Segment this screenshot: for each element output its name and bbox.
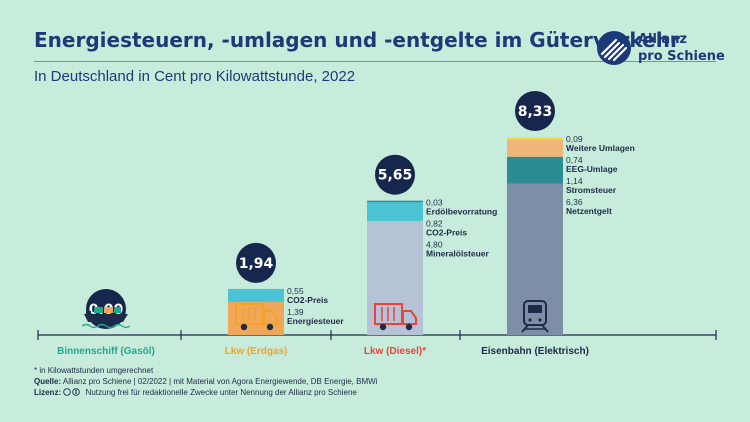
segment-value-label: 0,74 [566,155,583,165]
truck-icon [235,303,278,331]
logo-text-line-1: Allianz [638,32,688,47]
bar-segment-stromsteuer [507,156,563,184]
train-icon [521,300,549,333]
source-text: Allianz pro Schiene | 02/2022 | mit Mate… [62,377,378,386]
footnote-source: Quelle: Allianz pro Schiene | 02/2022 | … [34,377,377,386]
segment-value-label: 0,82 [426,219,443,229]
title-divider [34,61,716,62]
category-label: Binnenschiff (Gasöl) [57,346,155,357]
logo-emblem-icon [597,31,631,65]
segment-name-label: Netzentgelt [566,206,612,216]
segment-name-label: Erdölbevorratung [426,207,497,217]
segment-value-label: 1,14 [566,176,583,186]
total-circle [375,154,415,195]
truck-icon [374,303,417,331]
segment-name-label: Mineralölsteuer [426,249,490,259]
segment-name-label: CO2-Preis [287,295,328,305]
total-value-label: 5,65 [378,168,413,184]
total-value-label: 8,33 [518,104,553,120]
footnote-license: Lizenz: Nutzung frei für redaktionelle Z… [34,388,357,397]
bar-segment-co2-preis [367,201,423,221]
category-label: Lkw (Erdgas) [225,346,288,357]
allianz-pro-schiene-logo: Allianz pro Schiene [596,30,726,74]
source-label: Quelle: [34,377,62,386]
segment-value-label: 0,03 [426,198,443,208]
bar-segment-eeg-umlage [507,139,563,157]
creative-commons-icon [63,388,81,396]
footnote-unit: * in Kilowattstunden umgerechnet [34,366,154,375]
segment-value-label: 0,55 [287,286,304,296]
category-label: Eisenbahn (Elektrisch) [481,346,589,357]
chart-title: Energiesteuern, -umlagen und -entgelte i… [34,28,680,52]
bar-segment-erdolbevorratung [367,200,423,203]
bar-segment-weitere-umlagen [507,137,563,140]
segment-value-label: 6,36 [566,197,583,207]
chart-subtitle: In Deutschland in Cent pro Kilowattstund… [34,68,356,85]
segment-name-label: Energiesteuer [287,316,344,326]
bar-segment-co2-preis [228,288,284,302]
bar-segment-energiesteuer [228,301,284,335]
segment-value-label: 4,80 [426,240,443,250]
license-label: Lizenz: [34,388,62,397]
segment-value-label: 0,09 [566,134,583,144]
total-circle [515,91,555,131]
total-value-label: 1,94 [239,256,274,272]
segment-value-label: 1,39 [287,307,304,317]
total-circle [236,242,276,283]
segment-name-label: Stromsteuer [566,185,617,195]
category-label: Lkw (Diesel)* [364,346,426,357]
ship-icon [81,307,131,329]
logo-text-line-2: pro Schiene [638,49,725,64]
segment-name-label: Weitere Umlagen [566,143,635,153]
license-text: Nutzung frei für redaktionelle Zwecke un… [85,388,357,397]
segment-name-label: EEG-Umlage [566,164,618,174]
segment-name-label: CO2-Preis [426,228,467,238]
